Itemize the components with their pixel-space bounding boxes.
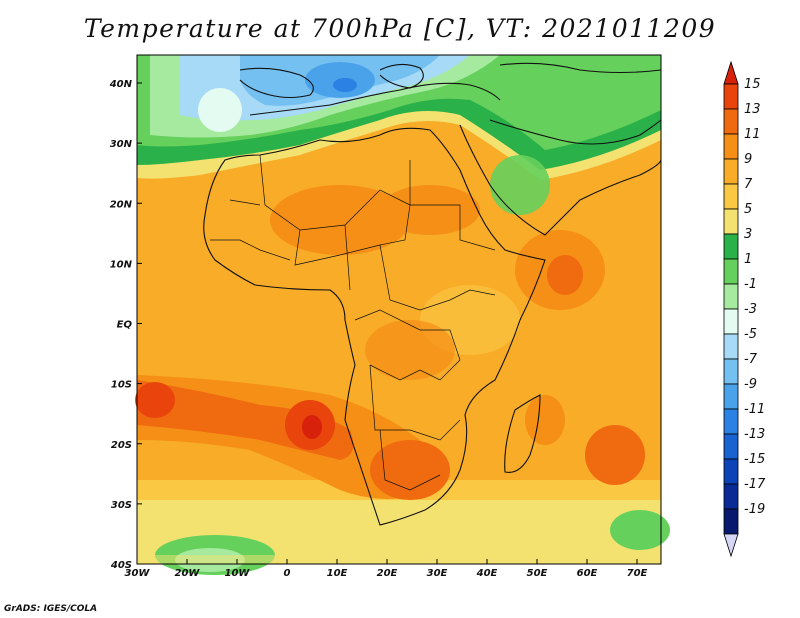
colorbar-top-arrow — [723, 60, 739, 85]
colorbar-label: -7 — [744, 352, 758, 367]
lat-tick-label: 40N — [109, 79, 133, 90]
colorbar-label: 5 — [744, 202, 752, 217]
colorbar-swatch — [723, 108, 739, 135]
lon-tick-label: 10E — [327, 568, 348, 579]
lon-tick-label: 30W — [125, 568, 151, 579]
axis-ticks — [136, 82, 638, 565]
lat-tick-label: 30N — [110, 139, 133, 150]
chart-title: Temperature at 700hPa [C], VT: 202101120… — [83, 14, 717, 43]
lat-tick-label: 40S — [110, 560, 132, 571]
colorbar-label: -19 — [744, 502, 765, 517]
lat-tick-label: EQ — [117, 320, 133, 331]
colorbar-swatch — [723, 483, 739, 510]
coastlines — [203, 62, 662, 526]
colorbar-swatch — [723, 458, 739, 485]
colorbar-label: -13 — [744, 427, 765, 442]
colorbar-swatch — [723, 283, 739, 310]
lon-tick-label: 70E — [627, 568, 648, 579]
colorbar-swatch — [723, 408, 739, 435]
colorbar-label: 11 — [744, 127, 761, 142]
lon-tick-label: 20E — [377, 568, 398, 579]
colorbar-label: -3 — [744, 302, 757, 317]
colorbar-swatch — [723, 333, 739, 360]
colorbar-swatch — [723, 308, 739, 335]
colorbar-label: -15 — [744, 452, 765, 467]
longitude-labels: 30W 20W 10W 0 10E 20E 30E 40E 50E 60E 70E — [125, 568, 648, 579]
colorbar-swatch — [723, 233, 739, 260]
lat-tick-label: 20S — [111, 440, 132, 451]
lon-tick-label: 30E — [427, 568, 448, 579]
temperature-field — [135, 55, 670, 575]
colorbar-swatch — [723, 383, 739, 410]
colorbar-swatch — [723, 133, 739, 160]
lon-tick-label: 20W — [175, 568, 201, 579]
colorbar-swatch — [723, 83, 739, 110]
colorbar-labels: 15 13 11 9 7 5 3 1 -1 -3 -5 -7 -9 -11 -13 -15 -17 -19 — [744, 77, 766, 517]
lat-tick-label: 20N — [110, 199, 133, 210]
lon-tick-label: 40E — [476, 568, 498, 579]
colorbar-label: 7 — [744, 177, 753, 192]
colorbar-swatch — [723, 183, 739, 210]
colorbar-swatch — [723, 258, 739, 285]
latitude-labels: 40N 30N 20N 10N EQ 10S 20S 30S 40S — [109, 79, 133, 571]
colorbar-label: -5 — [744, 327, 757, 342]
lat-tick-label: 10N — [110, 259, 133, 270]
map-frame — [136, 54, 662, 565]
colorbar-label: -1 — [744, 277, 757, 292]
colorbar-label: 9 — [744, 152, 752, 167]
colorbar-swatch — [723, 433, 739, 460]
lon-tick-label: 60E — [577, 568, 598, 579]
lat-tick-label: 10S — [111, 380, 132, 391]
colorbar-swatch — [723, 508, 739, 535]
colorbar-label: 13 — [744, 102, 761, 117]
colorbar-swatch — [723, 208, 739, 235]
colorbar-swatch — [723, 158, 739, 185]
colorbar-bottom-arrow — [723, 533, 739, 558]
colorbar-label: 3 — [744, 227, 752, 242]
colorbar-swatch — [723, 358, 739, 385]
colorbar-label: 1 — [744, 252, 752, 267]
colorbar-label: -17 — [744, 477, 766, 492]
credit-text: GrADS: IGES/COLA — [4, 604, 98, 614]
colorbar-label: 15 — [744, 77, 761, 92]
lon-tick-label: 10W — [225, 568, 251, 579]
country-borders — [210, 154, 496, 491]
colorbar-label: -9 — [744, 377, 757, 392]
colorbar-label: -11 — [744, 402, 765, 417]
colorbar — [723, 60, 739, 558]
lon-tick-label: 0 — [284, 568, 291, 579]
lon-tick-label: 50E — [527, 568, 548, 579]
lat-tick-label: 30S — [111, 500, 132, 511]
